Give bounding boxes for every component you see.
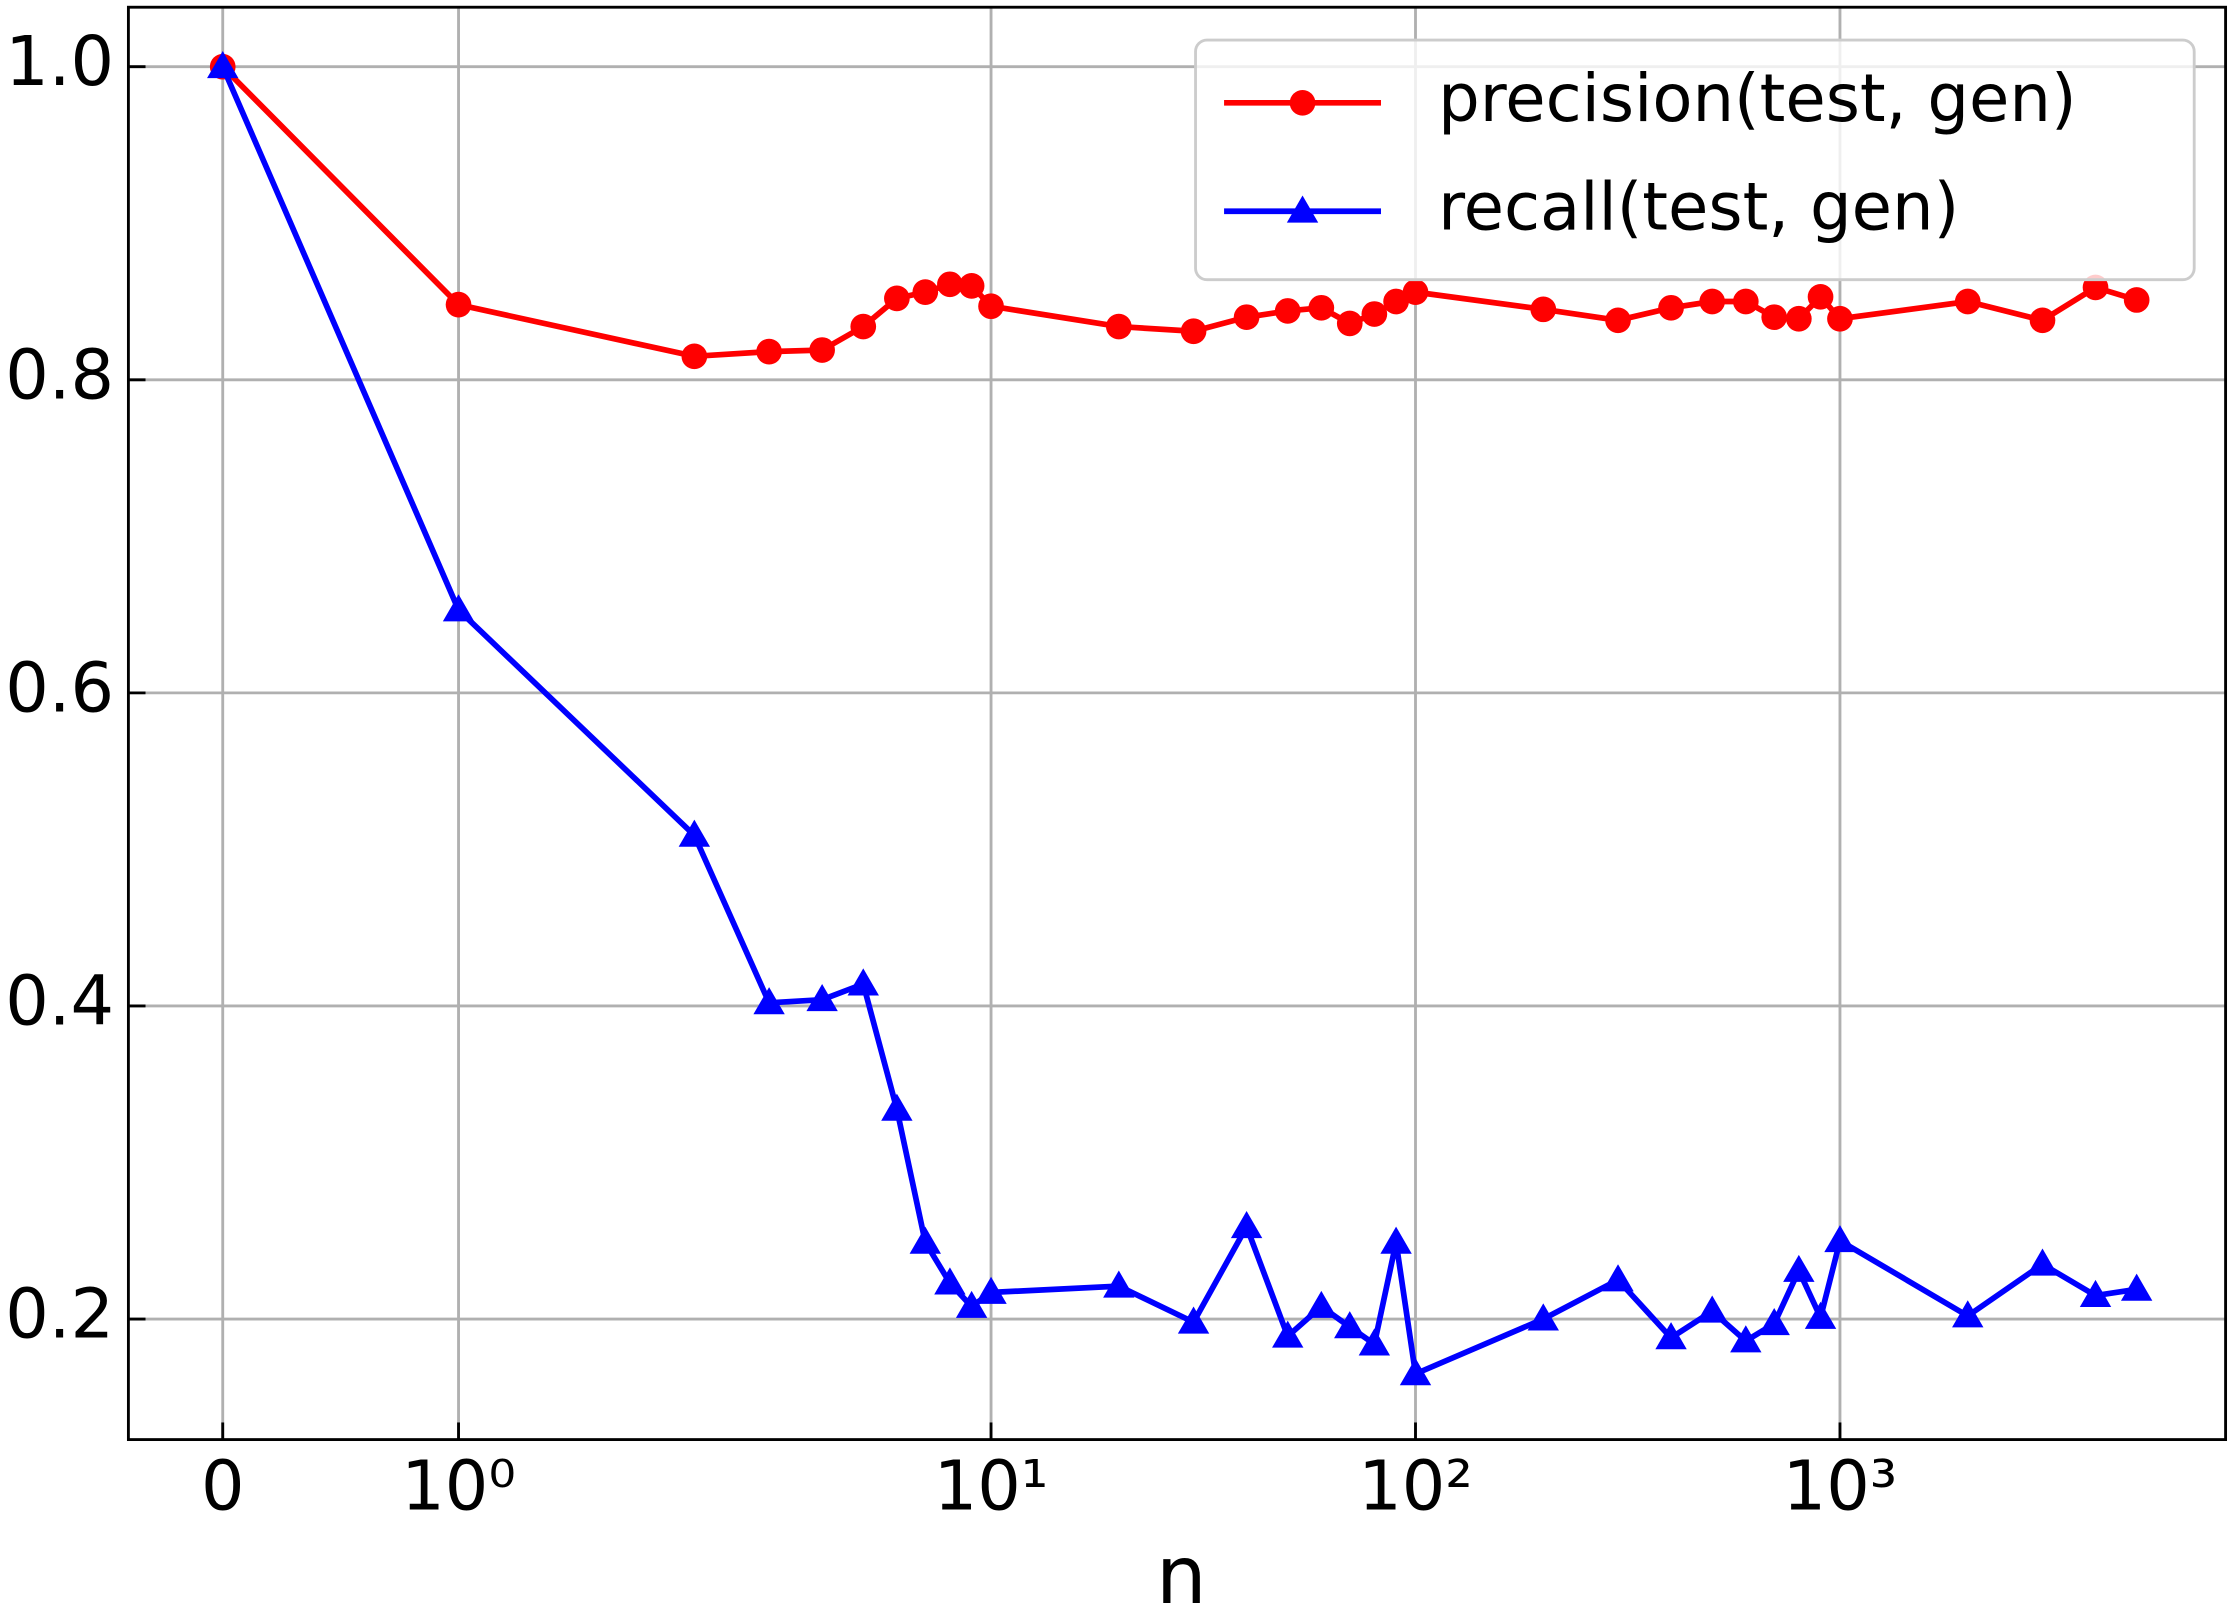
data-point (1383, 288, 1409, 315)
legend-marker (1289, 89, 1316, 116)
data-point (2123, 287, 2150, 313)
data-point (978, 293, 1004, 320)
data-point (1732, 288, 1759, 315)
x-tick-label: 10¹ (934, 1446, 1049, 1526)
data-point (1655, 1322, 1687, 1350)
x-tick-label: 0 (201, 1446, 245, 1526)
data-point (975, 1276, 1007, 1304)
legend-box (1194, 38, 2196, 282)
data-point (1103, 1270, 1135, 1298)
data-point (1696, 1295, 1728, 1323)
data-point (753, 987, 785, 1015)
data-point (1380, 1226, 1412, 1254)
legend-label: precision(test, gen) (1438, 61, 2076, 137)
data-point (909, 1226, 941, 1254)
data-point (2120, 1273, 2153, 1301)
data-point (850, 313, 877, 340)
y-tick-label: 1.0 (5, 22, 114, 102)
x-tick-label: 10⁰ (401, 1446, 516, 1526)
data-point (934, 1267, 966, 1295)
data-point (1399, 1358, 1432, 1386)
data-point (1530, 296, 1557, 323)
data-point (847, 968, 879, 996)
data-point (1605, 307, 1631, 334)
y-tick-label: 0.2 (5, 1275, 114, 1355)
data-point (958, 273, 985, 299)
data-point (1177, 1306, 1210, 1334)
data-point (1334, 1311, 1366, 1339)
data-point (1758, 1308, 1790, 1336)
data-point (1305, 1290, 1338, 1318)
data-point (1308, 294, 1335, 321)
y-tick-label: 0.6 (5, 648, 114, 728)
x-axis-label: n (1156, 1529, 1207, 1618)
data-point (806, 984, 838, 1012)
data-point (1402, 279, 1429, 305)
data-point (1804, 1301, 1837, 1329)
data-point (1361, 301, 1388, 327)
data-point (1824, 1225, 1856, 1253)
data-point (1180, 318, 1207, 345)
data-point (1233, 304, 1260, 331)
data-point (756, 338, 782, 365)
data-point (1358, 1328, 1391, 1356)
data-point (207, 51, 239, 79)
data-point (1730, 1325, 1762, 1353)
x-tick-label: 10³ (1783, 1446, 1898, 1526)
data-point (681, 343, 708, 370)
plot-frame (126, 5, 2228, 1442)
y-tick-label: 0.4 (5, 962, 114, 1042)
data-point (2079, 1279, 2112, 1307)
data-point (884, 285, 910, 312)
legend-label: recall(test, gen) (1438, 169, 1959, 245)
data-point (678, 819, 711, 847)
data-point (1954, 288, 1981, 315)
data-point (1274, 298, 1301, 324)
data-point (1783, 1254, 1815, 1282)
data-point (1230, 1210, 1263, 1239)
data-point (1272, 1320, 1304, 1348)
data-point (1761, 304, 1788, 331)
data-point (881, 1093, 913, 1121)
data-point (445, 291, 472, 318)
data-point (2029, 307, 2056, 334)
data-point (442, 594, 475, 622)
data-point (1658, 294, 1684, 321)
data-point (1527, 1303, 1559, 1331)
x-tick-label: 10² (1358, 1446, 1473, 1526)
grid (128, 7, 2226, 1440)
data-point (1785, 305, 1812, 332)
y-tick-label: 0.8 (5, 335, 114, 415)
legend-marker (1286, 195, 1319, 223)
data-point (2026, 1248, 2059, 1276)
data-point (1105, 313, 1132, 340)
data-point (1827, 305, 1853, 332)
data-point (937, 271, 963, 298)
data-point (809, 337, 835, 363)
data-point (955, 1290, 988, 1318)
data-point (1952, 1300, 1984, 1328)
data-point (1336, 310, 1363, 337)
data-point (1602, 1264, 1634, 1292)
data-point (912, 279, 939, 305)
data-point (1699, 288, 1726, 315)
data-point (1807, 283, 1834, 310)
